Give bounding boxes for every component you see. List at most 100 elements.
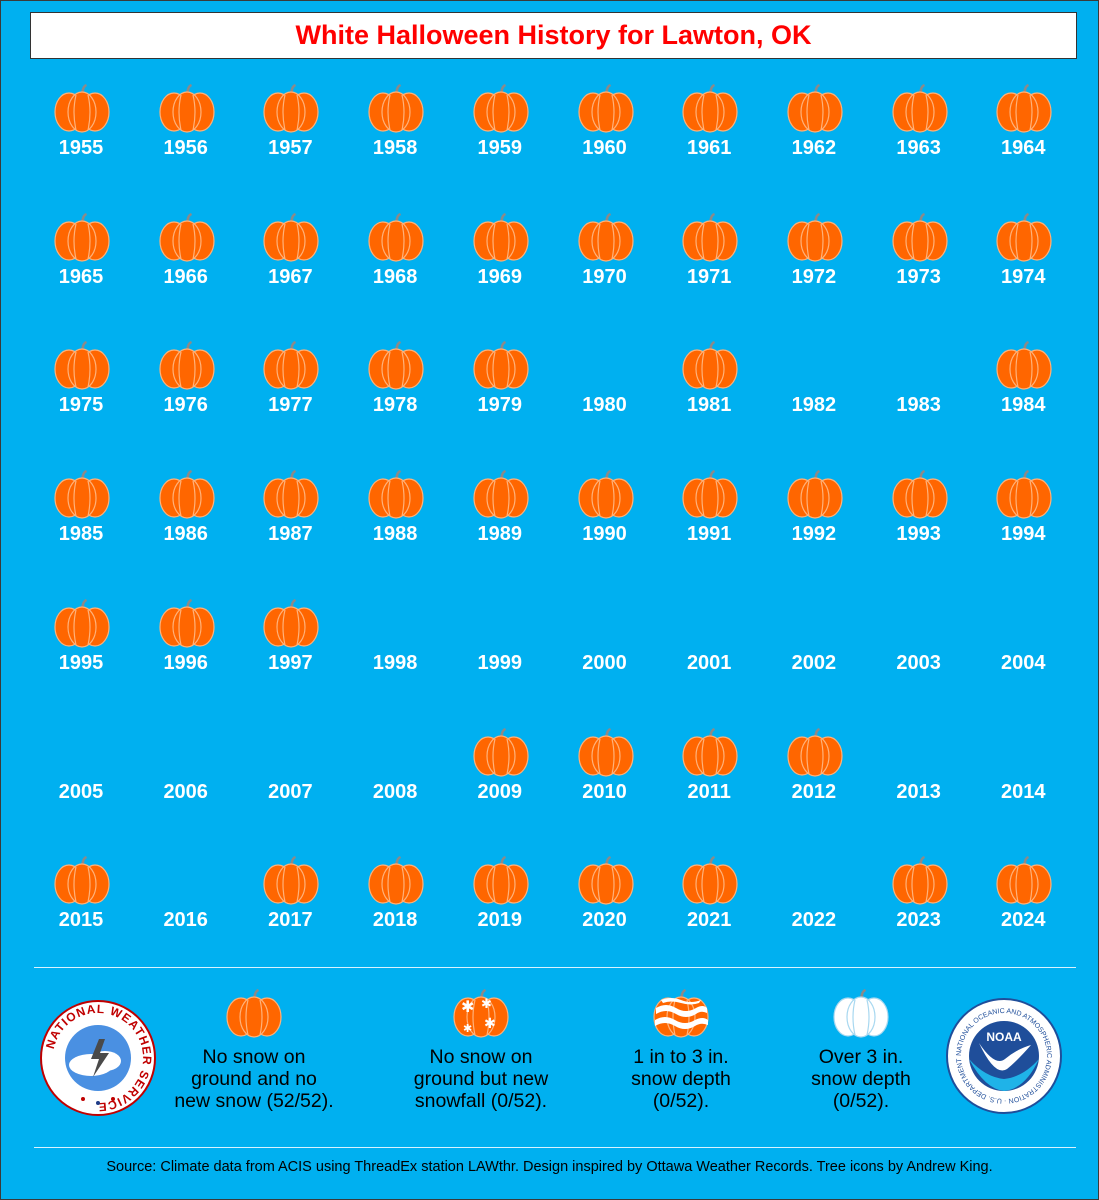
year-label: 2005: [58, 780, 104, 803]
svg-text:✱: ✱: [481, 997, 492, 1012]
legend-label: 1 in to 3 in. snow depth (0/52).: [581, 1046, 781, 1112]
year-cell-1965: 1965: [31, 212, 131, 322]
year-label: 1997: [268, 651, 313, 674]
legend-label-line: snowfall (0/52).: [414, 1090, 548, 1112]
year-cell-2003: 2003: [869, 598, 969, 708]
year-label: 1995: [58, 651, 104, 674]
year-label: 1994: [1001, 523, 1046, 546]
pumpkin-icon: [261, 855, 321, 905]
year-label: 2007: [268, 780, 313, 803]
pumpkin-icon: [576, 212, 636, 262]
pumpkin-icon: [261, 83, 321, 133]
snowflake-pumpkin-icon: ✱ ✱ ✱ ✱: [451, 988, 511, 1038]
year-label: 1976: [163, 394, 208, 417]
svg-text:✱: ✱: [484, 1016, 496, 1032]
pumpkin-icon: [890, 855, 950, 905]
year-cell-1994: 1994: [973, 469, 1073, 579]
pumpkin-icon: [157, 83, 217, 133]
pumpkin-icon: [366, 83, 426, 133]
year-cell-1975: 1975: [31, 340, 131, 450]
striped-snow-pumpkin-icon: [651, 988, 711, 1038]
year-label: 1957: [268, 137, 313, 159]
pumpkin-icon: [157, 340, 217, 390]
year-cell-1995: 1995: [31, 598, 131, 708]
year-cell-1956: 1956: [136, 83, 236, 193]
year-cell-2001: 2001: [659, 598, 759, 708]
legend-label-line: 1 in to 3 in.: [633, 1046, 729, 1068]
year-cell-2004: 2004: [973, 598, 1073, 708]
year-label: 2022: [791, 909, 837, 932]
year-label: 1996: [163, 651, 208, 674]
year-label: 2011: [687, 780, 731, 803]
year-label: 1974: [1001, 265, 1046, 288]
year-cell-1966: 1966: [136, 212, 236, 322]
year-cell-1969: 1969: [450, 212, 550, 322]
year-cell-1991: 1991: [659, 469, 759, 579]
pumpkin-icon: [680, 727, 740, 777]
pumpkin-icon: [52, 469, 112, 519]
year-cell-1981: 1981: [659, 340, 759, 450]
year-cell-1973: 1973: [869, 212, 969, 322]
year-label: 1958: [372, 137, 418, 159]
legend-label-line: No snow on: [202, 1046, 306, 1068]
legend-label-line: ground but new: [413, 1068, 549, 1090]
year-cell-1972: 1972: [764, 212, 864, 322]
year-label: 1985: [58, 523, 104, 546]
page-title: White Halloween History for Lawton, OK: [295, 20, 812, 50]
pumpkin-icon: [471, 469, 531, 519]
year-label: 1993: [896, 523, 941, 546]
year-label: 1956: [163, 137, 208, 159]
pumpkin-icon: [576, 469, 636, 519]
source-note: Source: Climate data from ACIS using Thr…: [106, 1159, 993, 1175]
year-cell-1960: 1960: [555, 83, 655, 193]
year-label: 2002: [791, 651, 837, 674]
pumpkin-icon: [680, 212, 740, 262]
year-label: 1971: [686, 265, 732, 288]
legend-label-line: (0/52).: [652, 1090, 710, 1112]
pumpkin-icon: [52, 83, 112, 133]
year-label: 2003: [896, 651, 941, 674]
pumpkin-icon: [576, 727, 636, 777]
year-label: 1992: [791, 523, 837, 546]
year-label: 2016: [163, 909, 208, 932]
year-cell-2008: 2008: [345, 727, 445, 837]
year-cell-1957: 1957: [240, 83, 340, 193]
year-cell-1962: 1962: [764, 83, 864, 193]
year-label: 1970: [582, 265, 627, 288]
pumpkin-icon: [261, 340, 321, 390]
pumpkin-icon: [52, 340, 112, 390]
year-label: 2021: [686, 909, 732, 932]
pumpkin-icon: [576, 855, 636, 905]
pumpkin-icon: [261, 469, 321, 519]
pumpkin-icon: [680, 855, 740, 905]
year-cell-1993: 1993: [869, 469, 969, 579]
year-cell-1971: 1971: [659, 212, 759, 322]
pumpkin-icon: [471, 340, 531, 390]
year-cell-1958: 1958: [345, 83, 445, 193]
year-label: 2001: [686, 651, 732, 674]
svg-text:✱: ✱: [463, 1022, 472, 1035]
year-label: 1979: [477, 394, 523, 417]
year-label: 2006: [163, 780, 208, 803]
year-label: 1987: [268, 523, 313, 546]
year-cell-2002: 2002: [764, 598, 864, 708]
pumpkin-icon: [576, 83, 636, 133]
year-label: 1999: [477, 651, 523, 674]
year-label: 1989: [477, 523, 523, 546]
pumpkin-icon: [366, 212, 426, 262]
year-label: 2023: [896, 909, 941, 932]
year-label: 2017: [268, 909, 313, 932]
year-cell-1990: 1990: [555, 469, 655, 579]
year-label: 1978: [372, 394, 418, 417]
year-cell-2013: 2013: [869, 727, 969, 837]
year-cell-1984: 1984: [973, 340, 1073, 450]
year-cell-1997: 1997: [240, 598, 340, 708]
legend-label-line: snow depth: [631, 1068, 731, 1090]
pumpkin-icon: [52, 598, 112, 648]
year-label: 1986: [163, 523, 208, 546]
pumpkin-icon: [366, 469, 426, 519]
year-label: 2012: [791, 780, 837, 803]
year-cell-1983: 1983: [869, 340, 969, 450]
year-cell-2019: 2019: [450, 855, 550, 965]
